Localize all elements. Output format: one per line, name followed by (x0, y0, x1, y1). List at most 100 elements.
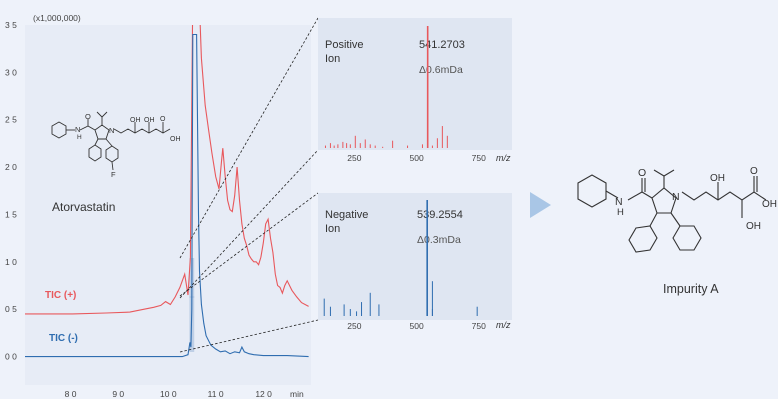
positive-peak (324, 145, 326, 148)
impurity-n-label: N (672, 191, 680, 203)
positive-peak (349, 144, 351, 148)
positive-peak (359, 143, 361, 148)
negative-tick-label: 500 (409, 321, 423, 331)
positive-peak (431, 145, 433, 148)
chromatogram-traces (25, 25, 309, 358)
x-tick-label: 10 0 (160, 389, 177, 399)
negative-peak (426, 200, 428, 316)
y-tick-label: 2 5 (5, 115, 17, 125)
positive-peak (436, 138, 438, 148)
negative-ion-label-line2: Ion (325, 223, 340, 235)
tic-negative-label: TIC (-) (49, 333, 78, 344)
y-tick-label: 1 5 (5, 209, 17, 219)
arrow-right-icon (530, 192, 551, 218)
impurity-o-label: O (638, 167, 646, 179)
positive-tick-label: 500 (409, 153, 423, 163)
positive-peak (374, 145, 376, 148)
positive-peak (441, 126, 443, 148)
negative-peak (361, 302, 363, 316)
negative-peak (431, 281, 433, 316)
connector-pos-bottom (179, 149, 319, 299)
positive-ion-label-line2: Ion (325, 53, 340, 65)
atorvastatin-name: Atorvastatin (52, 200, 115, 214)
x-tick-label: 11 0 (208, 389, 224, 399)
negative-tick-label: 250 (347, 321, 361, 331)
atorvastatin-o-acid-label: O (160, 116, 166, 123)
negative-peak (349, 309, 351, 316)
impurity-oh2-label: OH (746, 221, 761, 232)
y-tick-label: 0 0 (5, 352, 17, 362)
negative-peak (369, 292, 371, 316)
impurity-a-structure (577, 169, 767, 253)
atorvastatin-n-label: N (109, 126, 114, 135)
positive-peak (329, 143, 331, 148)
impurity-h-label: H (617, 207, 624, 218)
atorvastatin-oh1-label: OH (130, 117, 141, 124)
negative-peak (323, 298, 325, 316)
positive-peak (421, 144, 423, 148)
negative-mz-label: m/z (496, 320, 511, 330)
positive-peak (426, 26, 429, 148)
positive-peak (346, 143, 348, 148)
positive-peak (446, 135, 448, 148)
negative-spectrum-bars (323, 200, 478, 316)
y-tick-label: 3 5 (5, 20, 17, 30)
y-unit-label: (x1,000,000) (33, 13, 81, 23)
atorvastatin-oh2-label: OH (144, 117, 155, 124)
x-tick-label: 8 0 (65, 389, 77, 399)
connector-neg-top (179, 192, 319, 297)
positive-peak (392, 140, 394, 148)
impurity-oh1-label: OH (710, 173, 725, 184)
chromatogram-plot-area (25, 25, 311, 385)
impurity-oh3-label: OH (762, 199, 777, 210)
atorvastatin-oh3-label: OH (170, 136, 181, 143)
y-ticks: 0 0 0 5 1 0 1 5 2 0 2 5 3 0 3 5 (5, 20, 17, 362)
negative-ion-label-line1: Negative (325, 209, 368, 221)
positive-mass-error: Δ0.6mDa (419, 64, 463, 76)
y-tick-label: 0 5 (5, 304, 17, 314)
impurity-o-acid-label: O (750, 166, 758, 177)
positive-ion-label-line1: Positive (325, 39, 364, 51)
atorvastatin-f-label: F (111, 170, 116, 179)
y-tick-label: 1 0 (5, 257, 17, 267)
negative-peak (476, 306, 478, 316)
atorvastatin-structure (51, 111, 171, 171)
positive-x-ticks: 250 500 750 (347, 153, 486, 163)
negative-peak (343, 304, 345, 316)
positive-spectrum-bars (324, 26, 448, 148)
atorvastatin-o-label: O (85, 112, 91, 121)
tic-positive-line (25, 25, 309, 315)
connector-neg-bottom (179, 319, 319, 353)
positive-peak (364, 139, 366, 148)
negative-peak (378, 304, 380, 316)
x-tick-label: 9 0 (112, 389, 124, 399)
negative-peak (356, 311, 358, 316)
x-tick-label: 12 0 (255, 389, 272, 399)
positive-peak (342, 141, 344, 148)
y-tick-label: 3 0 (5, 67, 17, 77)
impurity-nh-label: N (615, 196, 623, 208)
x-unit-label: min (290, 389, 304, 399)
x-ticks: 8 0 9 0 10 0 11 0 12 0 (65, 389, 272, 399)
positive-peak (382, 146, 384, 148)
positive-peak (333, 145, 335, 148)
y-tick-label: 2 0 (5, 162, 17, 172)
positive-tick-label: 250 (347, 153, 361, 163)
positive-peak (337, 144, 339, 148)
negative-tick-label: 750 (472, 321, 486, 331)
positive-mz-label: m/z (496, 153, 511, 163)
positive-peak (354, 135, 356, 148)
impurity-a-name: Impurity A (663, 282, 719, 296)
negative-mass-value: 539.2554 (417, 209, 463, 221)
tic-negative-line (25, 33, 309, 358)
atorvastatin-h-label: H (77, 134, 82, 141)
positive-spectrum-panel (318, 18, 512, 150)
positive-tick-label: 750 (472, 153, 486, 163)
negative-peak (329, 306, 331, 316)
negative-x-ticks: 250 500 750 (347, 321, 486, 331)
negative-mass-error: Δ0.3mDa (417, 234, 461, 246)
positive-peak (407, 145, 409, 148)
atorvastatin-nh-label: N (75, 125, 80, 134)
positive-mass-value: 541.2703 (419, 39, 465, 51)
